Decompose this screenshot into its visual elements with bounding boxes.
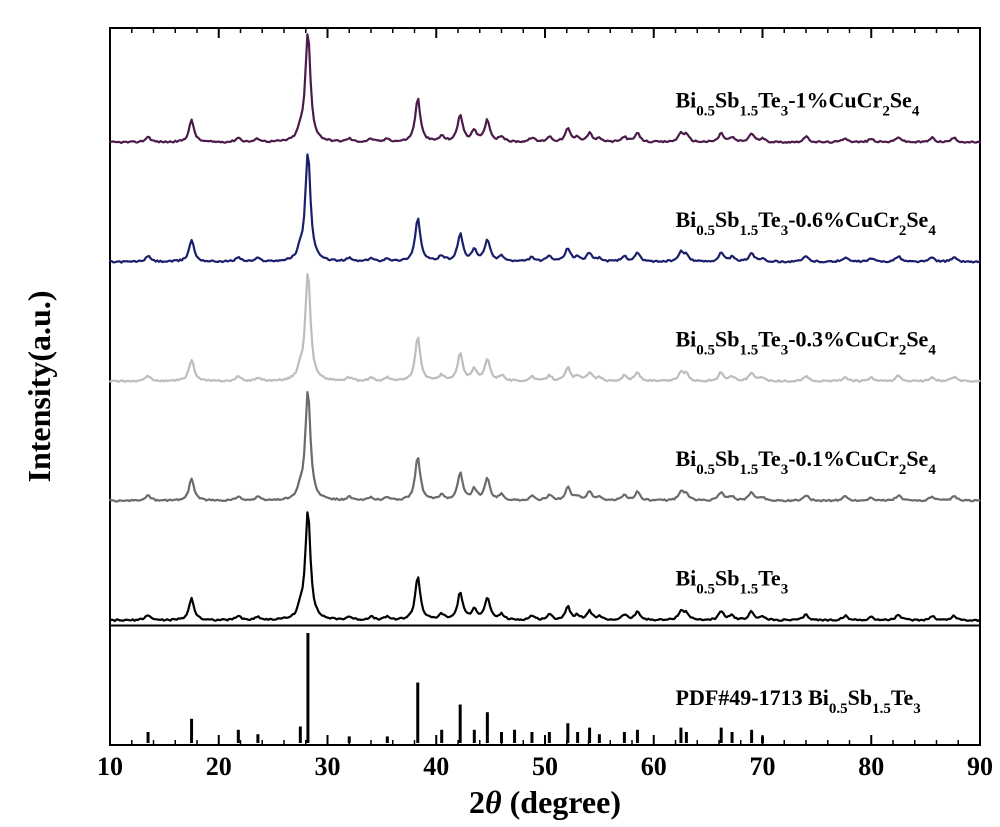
chart-svg: 10 20 30 40 50 60 70 80 90 2θ (degree) Intensity(a… [0,0,1000,827]
x-tick-label: 80 [858,752,884,781]
xrd-chart: 10 20 30 40 50 60 70 80 90 2θ (degree) Intensity(a… [0,0,1000,827]
x-tick-label: 60 [641,752,667,781]
x-tick-label: 30 [315,752,341,781]
y-axis-label: Intensity(a.u.) [21,290,57,482]
x-tick-label: 40 [423,752,449,781]
x-tick-label: 50 [532,752,558,781]
x-tick-label: 90 [967,752,993,781]
x-tick-label: 10 [97,752,123,781]
x-tick-label: 70 [750,752,776,781]
x-axis-label: 2θ (degree) [469,784,621,820]
x-tick-label: 20 [206,752,232,781]
